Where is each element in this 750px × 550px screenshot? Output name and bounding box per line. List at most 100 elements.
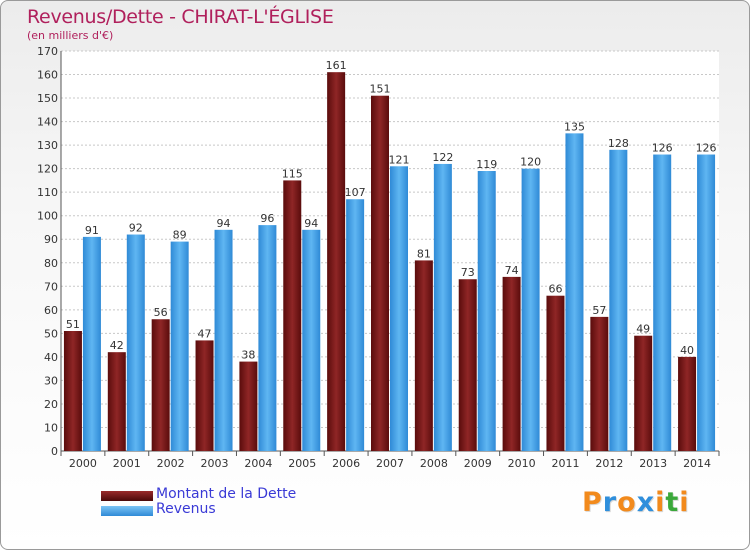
y-tick-label: 80 [44,257,58,270]
bar-debt [239,361,258,451]
bar-revenus [390,166,408,451]
logo-letter: P [582,487,603,518]
data-label-revenus: 94 [217,217,231,230]
chart-title: Revenus/Dette - CHIRAT-L'ÉGLISE [27,6,334,28]
y-tick-label: 10 [44,421,58,434]
bar-revenus [697,154,716,451]
x-tick-label: 2003 [201,457,229,470]
y-tick-label: 90 [44,233,58,246]
y-tick-label: 100 [37,210,58,223]
data-label-debt: 73 [461,266,475,279]
bar-revenus [477,171,496,451]
logo-letter: i [655,487,666,518]
bar-revenus [214,229,233,451]
x-tick-label: 2000 [69,457,97,470]
data-label-revenus: 119 [476,158,497,171]
bar-debt [283,180,302,452]
bar-debt [678,356,697,451]
x-tick-label: 2002 [157,457,185,470]
y-tick-label: 160 [37,69,58,82]
bar-debt [151,319,170,451]
bar-debt [502,276,521,451]
data-label-debt: 151 [370,83,391,96]
x-tick-label: 2001 [113,457,141,470]
data-label-revenus: 122 [432,151,453,164]
data-label-debt: 56 [154,306,168,319]
y-tick-label: 50 [44,327,58,340]
bar-revenus [258,225,277,451]
x-tick-label: 2011 [551,457,579,470]
proxiti-logo: Proxiti [582,487,690,518]
data-label-debt: 66 [548,283,562,296]
y-tick-label: 0 [51,445,58,458]
y-tick-label: 130 [37,139,58,152]
bar-revenus [346,199,365,451]
legend-label-revenus: Revenus [156,501,216,517]
x-tick-label: 2009 [464,457,492,470]
x-tick-label: 2007 [376,457,404,470]
bar-debt [107,352,126,451]
bar-debt [546,295,565,451]
bar-revenus [82,236,101,451]
data-label-debt: 42 [110,339,124,352]
legend-swatch-debt [101,491,153,501]
bar-debt [63,331,82,451]
bar-revenus [170,241,189,451]
data-label-revenus: 96 [260,212,274,225]
data-label-revenus: 135 [564,120,585,133]
data-label-debt: 47 [198,327,212,340]
data-label-revenus: 121 [389,153,410,166]
bar-revenus [653,154,672,451]
bar-debt [634,335,653,451]
data-label-debt: 81 [417,247,431,260]
chart-subtitle: (en milliers d'€) [27,29,114,42]
y-tick-label: 70 [44,280,58,293]
logo-letter: r [602,487,618,518]
y-tick-label: 60 [44,304,58,317]
x-tick-label: 2006 [332,457,360,470]
data-label-revenus: 107 [345,186,366,199]
y-tick-label: 20 [44,398,58,411]
data-label-revenus: 128 [608,137,629,150]
logo-letter: i [679,487,690,518]
bar-revenus [565,133,584,451]
y-tick-label: 110 [37,186,58,199]
y-tick-label: 120 [37,163,58,176]
x-tick-label: 2014 [683,457,711,470]
data-label-revenus: 120 [520,156,541,169]
bar-revenus [609,149,628,451]
x-tick-label: 2008 [420,457,448,470]
bar-revenus [302,229,321,451]
data-label-debt: 115 [282,167,303,180]
bar-revenus [521,168,540,451]
data-label-debt: 161 [326,59,347,72]
data-label-revenus: 91 [85,224,99,237]
data-label-revenus: 92 [129,222,143,235]
bar-debt [414,260,433,451]
data-label-debt: 38 [241,349,255,362]
x-tick-label: 2010 [508,457,536,470]
logo-letter: x [636,487,656,518]
logo-letter: t [665,487,680,518]
y-tick-label: 140 [37,116,58,129]
data-label-revenus: 126 [696,142,717,155]
data-label-revenus: 89 [173,229,187,242]
data-label-revenus: 94 [304,217,318,230]
data-label-revenus: 126 [652,142,673,155]
bar-debt [590,316,609,451]
y-tick-label: 150 [37,92,58,105]
x-tick-label: 2005 [288,457,316,470]
data-label-debt: 57 [592,304,606,317]
bar-debt [458,279,477,451]
bar-debt [327,72,346,452]
data-label-debt: 49 [636,323,650,336]
x-tick-label: 2013 [639,457,667,470]
y-tick-label: 40 [44,351,58,364]
bar-revenus [126,234,145,451]
bar-revenus [433,163,452,452]
legend-swatch-revenus [101,506,153,516]
x-tick-label: 2004 [244,457,272,470]
legend-label-debt: Montant de la Dette [156,486,297,502]
x-tick-label: 2012 [595,457,623,470]
